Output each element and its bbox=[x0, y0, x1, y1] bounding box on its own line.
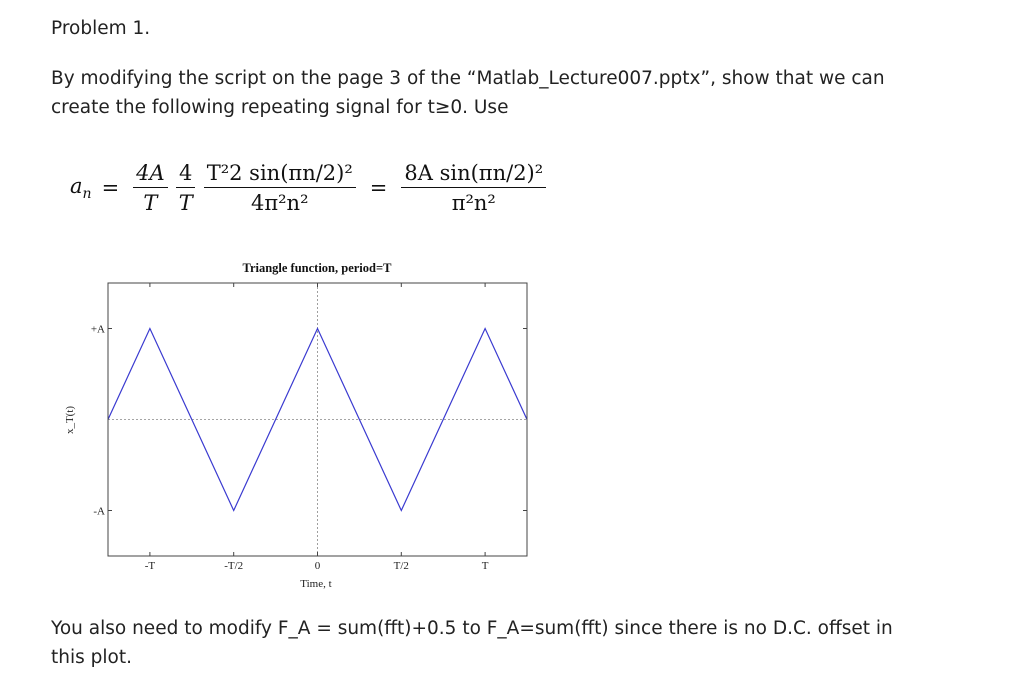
x-axis-label: Time, t bbox=[300, 578, 331, 590]
x-tick-label: 0 bbox=[315, 560, 321, 572]
x-tick-label: T/2 bbox=[394, 560, 409, 572]
note-line: this plot. bbox=[51, 647, 132, 668]
chart-title: Triangle function, period=T bbox=[243, 261, 393, 275]
eq-term1-numerator: 4A bbox=[133, 159, 168, 188]
eq-rhs-denominator: π²n² bbox=[451, 190, 496, 215]
triangle-wave-line bbox=[107, 327, 528, 512]
eq-term3-numerator: T²2 sin(πn/2)² bbox=[203, 159, 356, 188]
eq-fraction-3: T²2 sin(πn/2)² 4π²n² bbox=[203, 159, 356, 218]
x-tick-label: -T bbox=[145, 560, 156, 572]
intro-paragraph: By modifying the script on the page 3 of… bbox=[51, 64, 885, 122]
eq-term1-denominator: T bbox=[143, 190, 158, 215]
note-line: You also need to modify F_A = sum(fft)+0… bbox=[51, 618, 893, 639]
x-tick-label: T bbox=[482, 560, 489, 572]
eq-equals: = bbox=[101, 176, 120, 200]
eq-equals: = bbox=[369, 176, 388, 200]
intro-line: create the following repeating signal fo… bbox=[51, 97, 509, 118]
eq-lhs: an bbox=[70, 173, 92, 203]
y-tick-label: +A bbox=[91, 324, 105, 336]
note-paragraph: You also need to modify F_A = sum(fft)+0… bbox=[51, 614, 893, 672]
intro-line: By modifying the script on the page 3 of… bbox=[51, 68, 885, 89]
x-tick-label: -T/2 bbox=[224, 560, 243, 572]
eq-term2-numerator: 4 bbox=[176, 159, 196, 188]
problem-heading: Problem 1. bbox=[51, 18, 151, 39]
eq-rhs-numerator: 8A sin(πn/2)² bbox=[401, 159, 547, 188]
eq-fraction-1: 4A T bbox=[133, 159, 168, 218]
y-axis-label: x_T(t) bbox=[64, 406, 76, 434]
y-tick-label: -A bbox=[93, 506, 105, 518]
eq-fraction-rhs: 8A sin(πn/2)² π²n² bbox=[401, 159, 547, 218]
eq-term3-denominator: 4π²n² bbox=[250, 190, 309, 215]
eq-term2-denominator: T bbox=[178, 190, 193, 215]
